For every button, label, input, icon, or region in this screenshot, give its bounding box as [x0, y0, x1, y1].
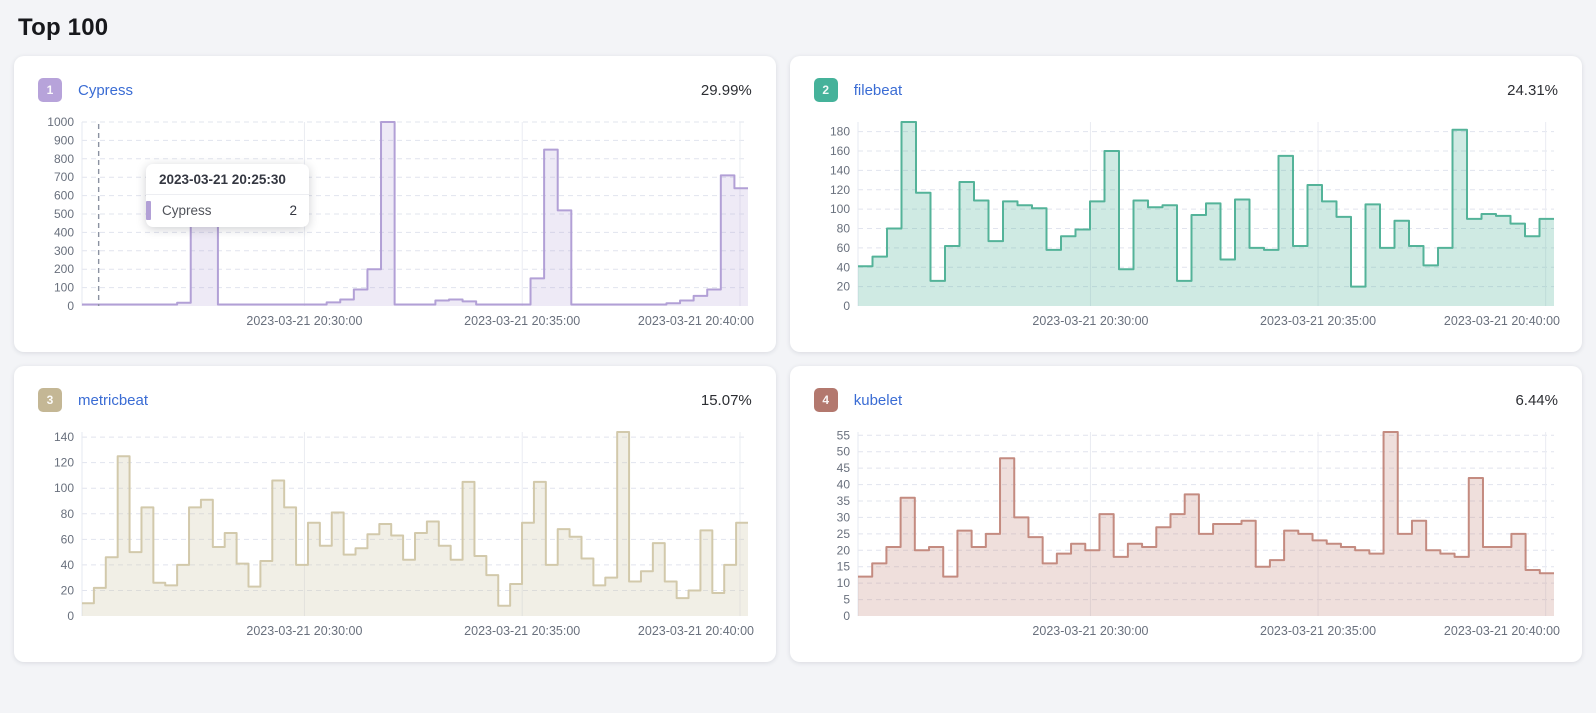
svg-text:10: 10 [836, 576, 850, 590]
svg-text:20: 20 [836, 543, 850, 557]
svg-text:120: 120 [830, 183, 850, 197]
svg-text:2023-03-21 20:35:00: 2023-03-21 20:35:00 [1260, 314, 1376, 328]
series-name-link[interactable]: kubelet [853, 391, 903, 409]
svg-text:2023-03-21 20:40:00: 2023-03-21 20:40:00 [1444, 624, 1560, 638]
svg-text:2023-03-21 20:35:00: 2023-03-21 20:35:00 [464, 314, 580, 328]
rank-badge: 2 [813, 78, 838, 102]
series-name-link[interactable]: filebeat [853, 81, 903, 99]
percentage-value: 24.31% [1507, 81, 1558, 99]
svg-text:0: 0 [67, 609, 74, 623]
svg-text:40: 40 [836, 260, 850, 274]
svg-text:2023-03-21 20:35:00: 2023-03-21 20:35:00 [464, 624, 580, 638]
series-name-link[interactable]: Cypress [78, 81, 134, 99]
svg-text:700: 700 [54, 170, 74, 184]
svg-text:2023-03-21 20:30:00: 2023-03-21 20:30:00 [1032, 624, 1148, 638]
svg-text:2023-03-21 20:30:00: 2023-03-21 20:30:00 [246, 314, 362, 328]
card-header: 3 metricbeat 15.07% [38, 388, 752, 412]
chart-kubelet[interactable]: 0 5 10 15 20 25 30 35 40 45 50 55 2023-03-21 20:30:0… [810, 424, 1562, 646]
chart-tooltip: 2023-03-21 20:25:30 Cypress 2 [146, 164, 309, 227]
chart-svg: 0 100 200 300 400 500 600 700 800 900 1000 2023-03-… [47, 115, 754, 328]
card-metricbeat: 3 metricbeat 15.07% 0 20 40 60 80 100 120 140 20… [14, 366, 776, 662]
svg-text:80: 80 [61, 507, 75, 521]
svg-text:0: 0 [843, 609, 850, 623]
rank-badge: 1 [38, 78, 62, 102]
svg-text:25: 25 [836, 527, 850, 541]
svg-text:2023-03-21 20:40:00: 2023-03-21 20:40:00 [638, 314, 754, 328]
chart-svg: 0 20 40 60 80 100 120 140 2023-03-21 20:30:00 202… [54, 430, 754, 638]
series-name-link[interactable]: metricbeat [78, 391, 149, 409]
rank-badge: 4 [813, 388, 838, 412]
svg-text:45: 45 [836, 461, 850, 475]
svg-text:60: 60 [61, 532, 75, 546]
svg-text:900: 900 [54, 133, 74, 147]
series-color-mark [146, 201, 151, 220]
svg-text:50: 50 [836, 445, 850, 459]
page-title: Top 100 [18, 14, 109, 41]
svg-text:40: 40 [61, 558, 75, 572]
chart-metricbeat[interactable]: 0 20 40 60 80 100 120 140 2023-03-21 20:30:00 202… [34, 424, 756, 646]
percentage-value: 6.44% [1515, 391, 1558, 409]
svg-text:400: 400 [54, 225, 74, 239]
svg-text:100: 100 [830, 202, 850, 216]
svg-text:100: 100 [54, 281, 74, 295]
svg-text:300: 300 [54, 244, 74, 258]
svg-text:55: 55 [836, 428, 850, 442]
chart-filebeat[interactable]: 0 20 40 60 80 100 120 140 160 180 2023-03-21 20:30… [810, 114, 1562, 336]
svg-text:0: 0 [843, 299, 850, 313]
card-filebeat: 2 filebeat 24.31% 0 20 40 60 80 100 120 140 160 1… [789, 56, 1582, 352]
svg-text:2023-03-21 20:30:00: 2023-03-21 20:30:00 [1032, 314, 1148, 328]
dashboard-page: Top 100 1 Cypress 29.99% 0 100 200 300 400 50… [14, 14, 1582, 662]
svg-text:180: 180 [830, 125, 850, 139]
svg-text:500: 500 [54, 207, 74, 221]
svg-text:140: 140 [54, 430, 74, 444]
card-header: 1 Cypress 29.99% [38, 78, 752, 102]
svg-text:60: 60 [836, 241, 850, 255]
chart-svg: 0 5 10 15 20 25 30 35 40 45 50 55 2023-03-21 20:30:0… [836, 428, 1560, 638]
card-cypress: 1 Cypress 29.99% 0 100 200 300 400 500 600 700 8… [14, 56, 776, 352]
tooltip-series-name: Cypress [162, 203, 212, 218]
svg-text:20: 20 [836, 280, 850, 294]
svg-text:1000: 1000 [47, 115, 74, 129]
card-header: 4 kubelet 6.44% [813, 388, 1558, 412]
svg-text:35: 35 [836, 494, 850, 508]
svg-text:160: 160 [830, 144, 850, 158]
svg-text:2023-03-21 20:40:00: 2023-03-21 20:40:00 [638, 624, 754, 638]
svg-text:2023-03-21 20:35:00: 2023-03-21 20:35:00 [1260, 624, 1376, 638]
svg-text:40: 40 [836, 478, 850, 492]
svg-text:100: 100 [54, 481, 74, 495]
svg-text:15: 15 [836, 560, 850, 574]
svg-text:600: 600 [54, 189, 74, 203]
card-header: 2 filebeat 24.31% [813, 78, 1558, 102]
svg-text:80: 80 [836, 222, 850, 236]
svg-text:140: 140 [830, 163, 850, 177]
svg-text:20: 20 [61, 583, 75, 597]
svg-text:800: 800 [54, 152, 74, 166]
chart-cypress[interactable]: 0 100 200 300 400 500 600 700 800 900 1000 2023-03-… [34, 114, 756, 336]
rank-badge: 3 [38, 388, 62, 412]
svg-text:120: 120 [54, 456, 74, 470]
svg-text:200: 200 [54, 262, 74, 276]
tooltip-timestamp: 2023-03-21 20:25:30 [159, 172, 286, 187]
svg-text:0: 0 [67, 299, 74, 313]
percentage-value: 15.07% [700, 391, 752, 409]
svg-text:5: 5 [843, 593, 850, 607]
svg-text:2023-03-21 20:30:00: 2023-03-21 20:30:00 [246, 624, 362, 638]
card-kubelet: 4 kubelet 6.44% 0 5 10 15 20 25 30 35 40 45 50 55 20… [789, 366, 1582, 662]
tooltip-series-row: Cypress 2 [146, 194, 309, 227]
cards-grid: 1 Cypress 29.99% 0 100 200 300 400 500 600 700 8… [14, 56, 1582, 662]
chart-svg: 0 20 40 60 80 100 120 140 160 180 2023-03-21 20:30… [830, 121, 1560, 328]
percentage-value: 29.99% [700, 81, 752, 99]
svg-text:2023-03-21 20:40:00: 2023-03-21 20:40:00 [1444, 314, 1560, 328]
svg-text:30: 30 [836, 510, 850, 524]
tooltip-series-value: 2 [289, 203, 297, 218]
